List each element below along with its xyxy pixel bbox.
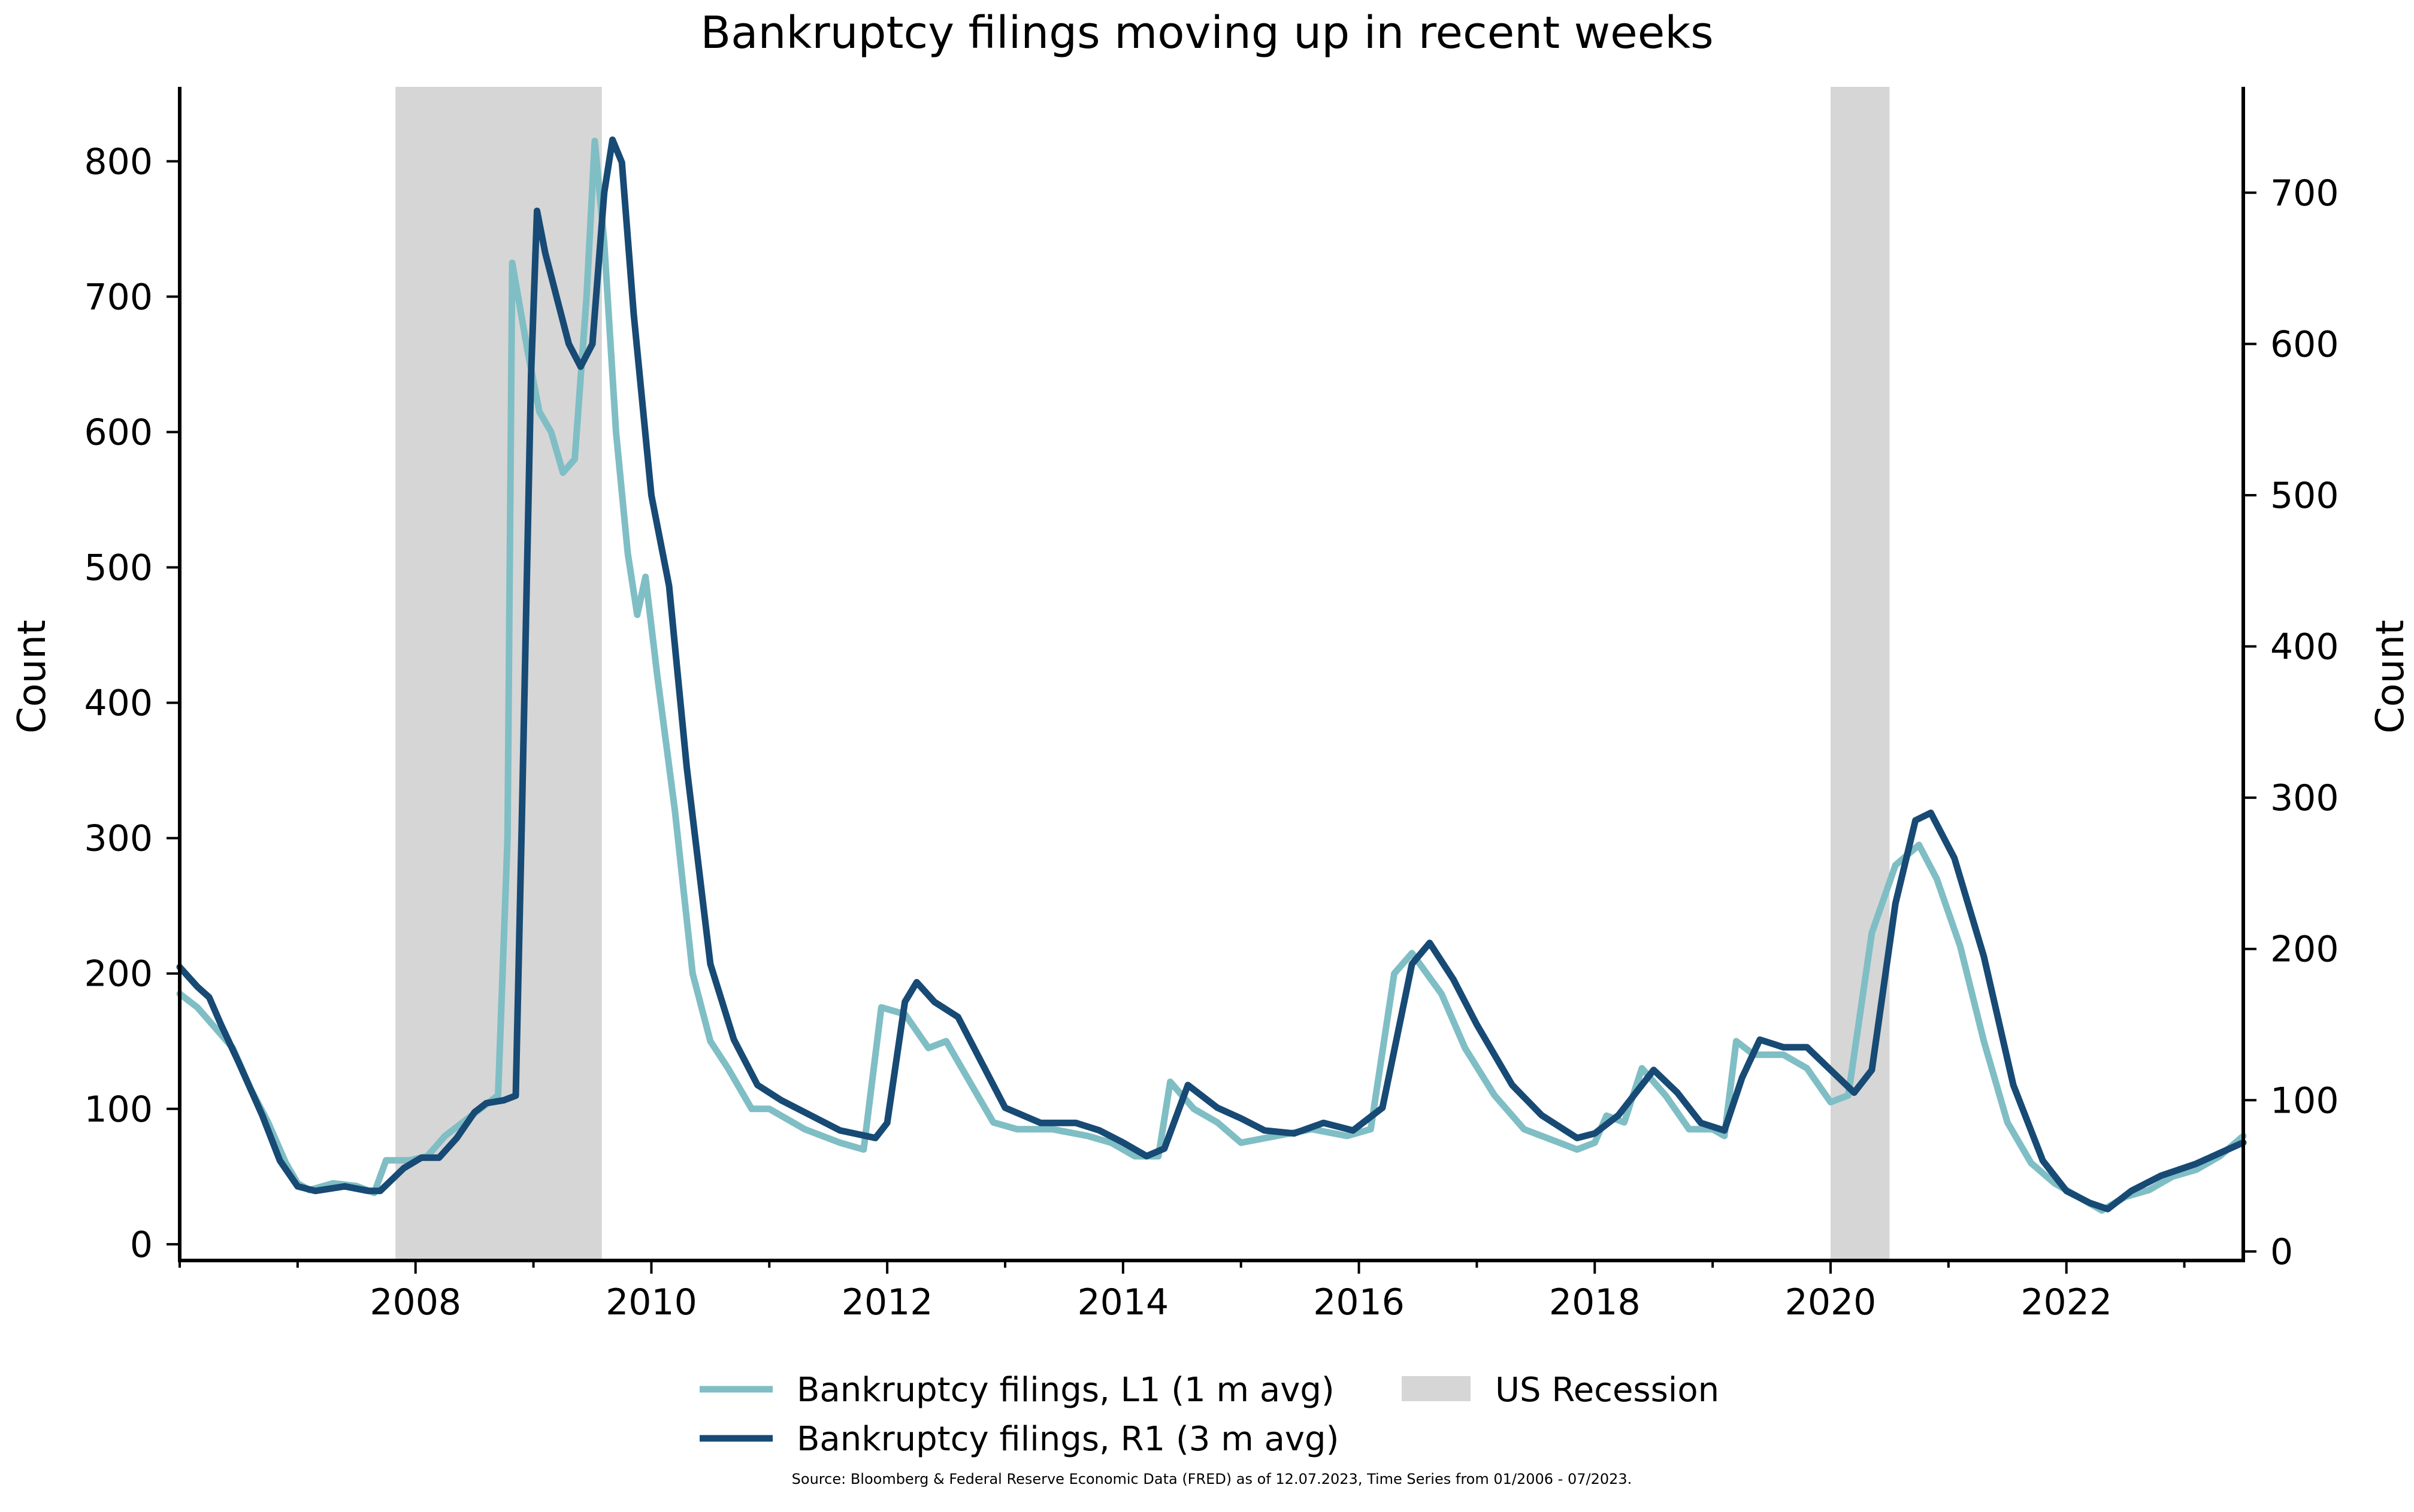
y-left-tick-label-0: 0 (130, 1224, 153, 1266)
recession-band-2 (1831, 87, 1890, 1260)
y-right-tick-label-100: 100 (2270, 1080, 2339, 1122)
y-right-tick-label-600: 600 (2270, 323, 2339, 365)
y-left-tick-label-700: 700 (84, 276, 153, 318)
y-axis-left-label: Count (10, 620, 55, 734)
legend-label-recession: US Recession (1495, 1371, 1719, 1410)
series-line-r1 (176, 136, 2247, 1213)
y-right-tick-label-300: 300 (2270, 777, 2339, 819)
y-axis-left: 0 100 200 300 400 500 600 700 800 (84, 141, 180, 1266)
y-left-tick-label-800: 800 (84, 141, 153, 183)
x-tick-label-2016: 2016 (1313, 1281, 1405, 1323)
y-axis-right-label: Count (2368, 620, 2413, 734)
x-tick-label-2022: 2022 (2020, 1281, 2112, 1323)
x-tick-label-2010: 2010 (606, 1281, 697, 1323)
y-left-tick-label-100: 100 (84, 1089, 153, 1131)
y-right-tick-label-0: 0 (2270, 1231, 2293, 1273)
x-tick-label-2020: 2020 (1785, 1281, 1877, 1323)
y-left-tick-label-500: 500 (84, 547, 153, 589)
chart-title: Bankruptcy filings moving up in recent w… (700, 7, 1713, 59)
y-right-tick-label-400: 400 (2270, 626, 2339, 668)
y-axis-right: 0 100 200 300 400 500 600 700 (2243, 172, 2339, 1273)
legend-label-l1: Bankruptcy filings, L1 (1 m avg) (797, 1371, 1335, 1410)
legend-swatch-recession (1402, 1376, 1471, 1401)
x-tick-label-2008: 2008 (370, 1281, 461, 1323)
y-right-tick-label-200: 200 (2270, 929, 2339, 971)
y-left-tick-label-300: 300 (84, 818, 153, 860)
legend: Bankruptcy filings, L1 (1 m avg) US Rece… (700, 1371, 1719, 1459)
y-right-tick-label-700: 700 (2270, 172, 2339, 214)
x-tick-label-2014: 2014 (1078, 1281, 1169, 1323)
y-right-tick-label-500: 500 (2270, 475, 2339, 517)
series-lines (176, 136, 2247, 1214)
legend-label-r1: Bankruptcy filings, R1 (3 m avg) (797, 1420, 1339, 1459)
y-left-tick-label-600: 600 (84, 411, 153, 453)
y-left-tick-label-200: 200 (84, 953, 153, 995)
x-tick-label-2018: 2018 (1549, 1281, 1641, 1323)
x-axis: 2008 2010 2012 2014 2016 2018 2020 2022 (179, 1260, 2186, 1323)
source-note: Source: Bloomberg & Federal Reserve Econ… (792, 1471, 1632, 1487)
y-left-tick-label-400: 400 (84, 683, 153, 725)
x-tick-label-2012: 2012 (842, 1281, 933, 1323)
